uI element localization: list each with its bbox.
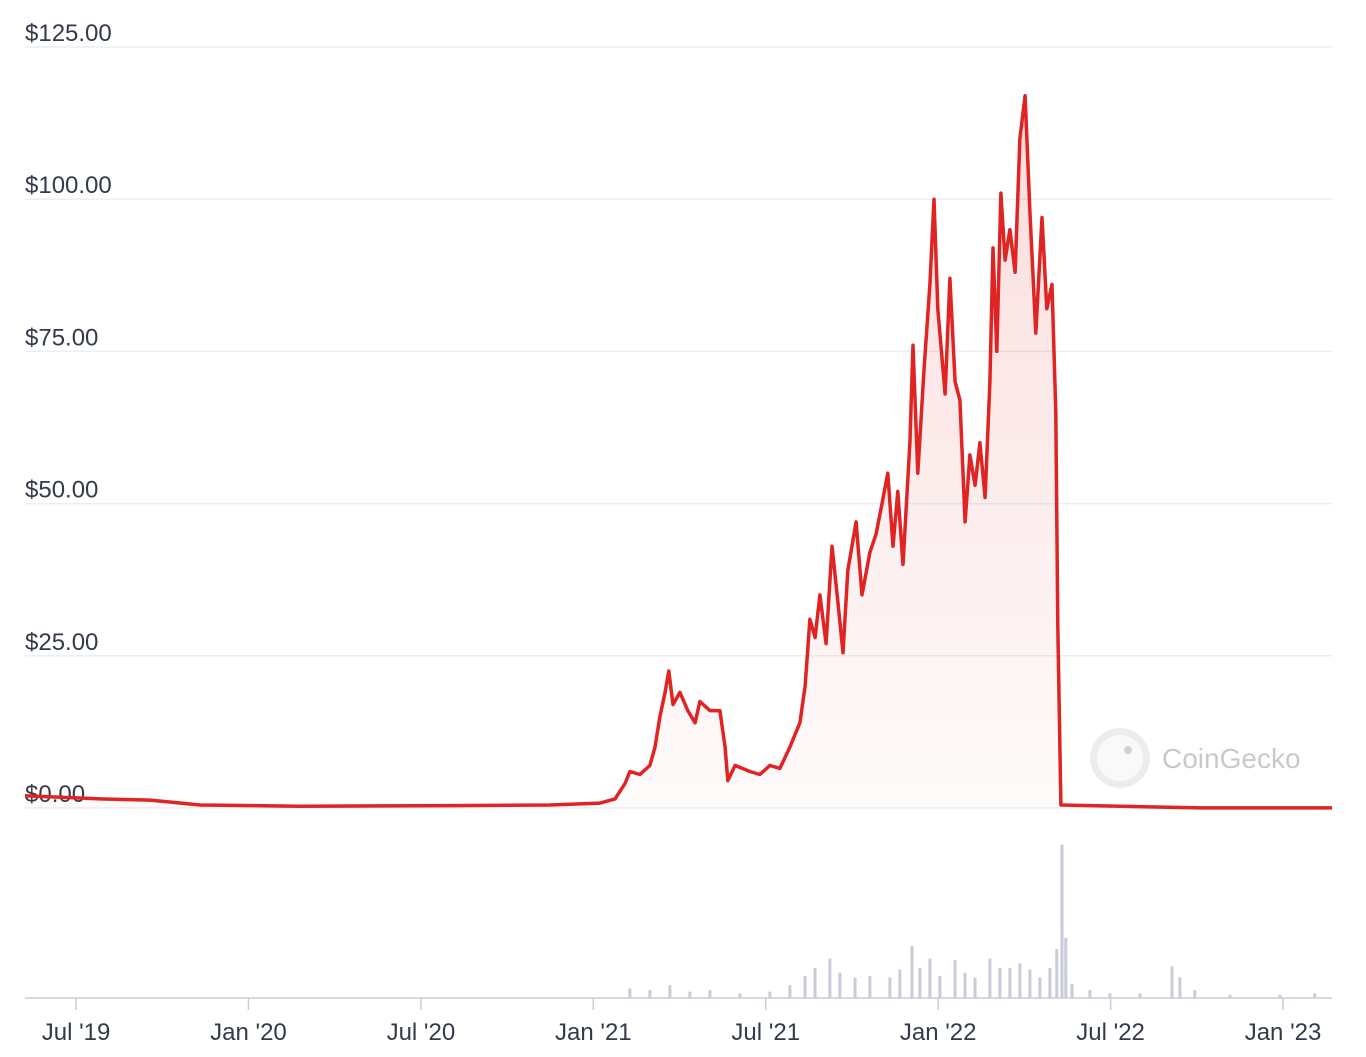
volume-bar <box>898 969 902 998</box>
volume-bar <box>648 990 652 998</box>
volume-bar <box>668 985 672 998</box>
volume-bar <box>1138 993 1142 998</box>
volume-bar <box>1108 993 1112 998</box>
volume-bar <box>688 991 692 998</box>
volume-bar <box>1178 977 1182 998</box>
volume-bar <box>1055 949 1059 998</box>
area <box>25 95 1332 808</box>
watermark-text: CoinGecko <box>1162 743 1301 774</box>
volume-bar <box>918 967 922 998</box>
y-tick-label: $75.00 <box>25 324 98 351</box>
volume-bar <box>938 975 942 998</box>
volume-bar <box>998 967 1002 998</box>
volume-bar <box>963 972 967 998</box>
x-tick-label: Jan '23 <box>1245 1019 1322 1046</box>
x-tick-label: Jul '21 <box>731 1019 800 1046</box>
price-line <box>24 93 1332 810</box>
volume-bar <box>838 972 842 998</box>
volume-bar <box>1008 967 1012 998</box>
x-tick-label: Jul '20 <box>387 1019 456 1046</box>
x-tick-label: Jan '22 <box>900 1019 977 1046</box>
volume-bar <box>1064 937 1068 998</box>
volume-bar <box>973 977 977 998</box>
volume-bar <box>953 960 957 998</box>
volume-bar <box>828 958 832 998</box>
volume-bar <box>1070 983 1074 998</box>
volume-bar <box>928 958 932 998</box>
y-tick-label: $25.00 <box>25 629 98 656</box>
x-tick-label: Jan '20 <box>210 1019 287 1046</box>
volume-bar <box>1088 990 1092 998</box>
volume-bar <box>1278 994 1282 998</box>
volume-bar <box>1060 844 1064 998</box>
volume-bar <box>803 975 807 998</box>
y-tick-label: $100.00 <box>25 172 112 199</box>
volume-bar <box>1313 993 1317 998</box>
volume-bar <box>910 945 914 998</box>
volume-bar <box>888 977 892 998</box>
volume-bar <box>988 958 992 998</box>
y-tick-label: $125.00 <box>25 20 112 47</box>
volume-bar <box>738 993 742 998</box>
x-tick-label: Jul '19 <box>42 1019 111 1046</box>
volume-bar <box>1048 967 1052 998</box>
volume-bar <box>1228 994 1232 998</box>
volume-bar <box>868 975 872 998</box>
volume-bar <box>768 991 772 998</box>
x-tick-label: Jul '22 <box>1076 1019 1145 1046</box>
volume-bar <box>1193 990 1197 998</box>
volume-bar <box>1170 966 1174 998</box>
y-tick-label: $50.00 <box>25 477 98 504</box>
x-tick-label: Jan '21 <box>555 1019 632 1046</box>
volume-bar <box>813 967 817 998</box>
volume-bar <box>708 990 712 998</box>
volume-bar <box>628 988 632 998</box>
volume-bar <box>1038 977 1042 998</box>
volume-bar <box>1018 963 1022 998</box>
volume-bar <box>1028 969 1032 998</box>
volume-bar <box>853 977 857 998</box>
volume-bar <box>788 985 792 998</box>
watermark: CoinGecko <box>1090 728 1301 788</box>
